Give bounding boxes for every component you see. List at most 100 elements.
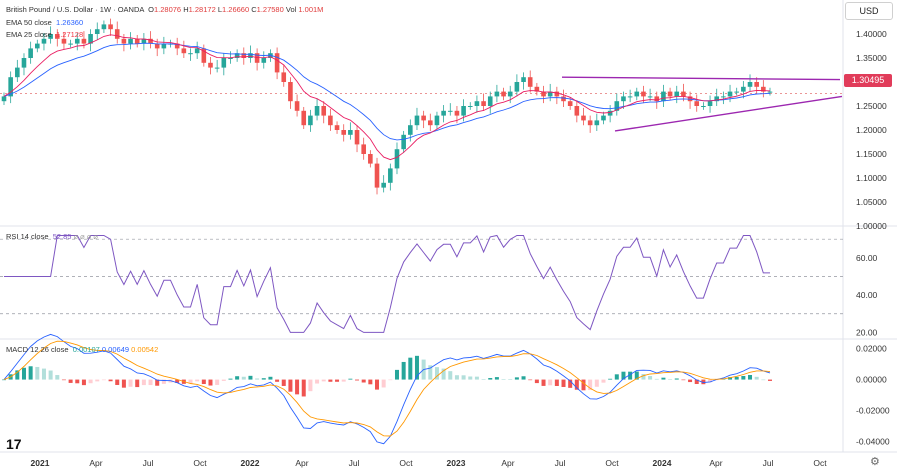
- macd-histogram-bar: [315, 379, 320, 384]
- macd-histogram-bar: [474, 376, 479, 380]
- macd-histogram-bar: [148, 379, 153, 386]
- time-tick-label: Oct: [813, 458, 827, 468]
- ema50-legend[interactable]: EMA 50 close 1.26360: [6, 18, 83, 27]
- macd-histogram-bar: [641, 374, 646, 380]
- candle-body: [741, 86, 746, 92]
- macd-histogram-bar: [248, 375, 253, 380]
- macd-tick-label: -0.04000: [856, 436, 890, 446]
- macd-histogram-bar: [634, 371, 639, 380]
- macd-legend[interactable]: MACD 12 26 close 0.00107 0.00649 0.00542: [6, 345, 158, 354]
- candle-body: [401, 134, 406, 150]
- candle-body: [141, 38, 147, 44]
- rsi-tick-label: 40.00: [856, 290, 878, 300]
- candle-body: [208, 62, 213, 68]
- macd-histogram-bar: [361, 379, 366, 383]
- candle-body: [21, 58, 27, 68]
- candle-body: [281, 72, 287, 82]
- candle-body: [1, 96, 7, 102]
- candle-body: [114, 29, 120, 39]
- candle-body: [74, 38, 80, 44]
- macd-histogram-bar: [68, 379, 73, 383]
- price-tick-label: 1.25000: [856, 101, 887, 111]
- macd-histogram-bar: [648, 376, 653, 380]
- macd-histogram-bar: [28, 366, 33, 380]
- time-tick-label: Apr: [501, 458, 514, 468]
- candle-body: [381, 182, 386, 188]
- macd-histogram-bar: [488, 378, 493, 380]
- rsi-legend[interactable]: RSI 14 close 52.85 ⌀ ⌀ ⌀ ⌀: [6, 232, 98, 241]
- candle-body: [614, 101, 620, 111]
- macd-histogram-bar: [215, 379, 220, 385]
- macd-histogram-bar: [508, 379, 513, 380]
- volume-value: 1.001M: [298, 5, 324, 14]
- macd-line: [3, 333, 771, 445]
- candle-body: [694, 101, 700, 106]
- candle-body: [368, 154, 373, 164]
- macd-histogram-bar: [741, 375, 746, 380]
- candle-body: [108, 24, 113, 30]
- candle-body: [41, 38, 47, 44]
- candle-body: [747, 82, 753, 87]
- macd-histogram-bar: [41, 368, 46, 380]
- ohlc-low: 1.26660: [222, 5, 250, 14]
- candle-body: [354, 130, 360, 145]
- candle-body: [134, 38, 140, 44]
- currency-button[interactable]: USD: [845, 2, 893, 20]
- candle-body: [328, 115, 333, 126]
- candle-body: [501, 91, 506, 97]
- macd-histogram-bar: [161, 379, 166, 384]
- macd-histogram-bar: [468, 376, 473, 380]
- macd-histogram-bar: [554, 379, 559, 386]
- candle-body: [494, 91, 500, 97]
- candle-body: [454, 110, 460, 116]
- macd-histogram-bar: [454, 375, 459, 380]
- candle-body: [601, 115, 606, 121]
- candle-body: [667, 91, 673, 97]
- macd-histogram-bar: [534, 379, 539, 384]
- macd-histogram-bar: [428, 365, 433, 380]
- macd-histogram-bar: [21, 367, 26, 380]
- time-tick-label: 2023: [447, 458, 466, 468]
- candle-body: [341, 130, 347, 135]
- macd-tick-label: 0.02000: [856, 344, 887, 354]
- ema50-label: EMA 50 close: [6, 18, 52, 27]
- candle-body: [547, 91, 553, 97]
- macd-histogram-bar: [481, 379, 486, 380]
- volume-label: Vol: [285, 5, 297, 14]
- macd-histogram-bar: [574, 379, 579, 390]
- gear-icon[interactable]: ⚙: [870, 456, 880, 468]
- macd-histogram-bar: [121, 379, 126, 388]
- macd-signal-line: [3, 340, 771, 437]
- macd-histogram-bar: [221, 379, 226, 381]
- ohlc-high: 1.28172: [188, 5, 216, 14]
- ema25-legend[interactable]: EMA 25 close 1.27128: [6, 30, 83, 39]
- candle-body: [314, 106, 320, 116]
- tradingview-logo[interactable]: 17: [6, 436, 22, 452]
- candle-body: [181, 48, 187, 54]
- macd-histogram-bar: [434, 367, 439, 380]
- macd-histogram-bar: [621, 371, 626, 380]
- time-tick-label: Apr: [295, 458, 308, 468]
- macd-histogram-bar: [108, 379, 113, 382]
- ema25-line: [3, 34, 771, 161]
- macd-histogram-bar: [701, 379, 706, 385]
- candle-body: [627, 96, 633, 98]
- candle-body: [654, 96, 660, 102]
- macd-histogram-bar: [115, 379, 120, 385]
- candle-body: [194, 48, 200, 54]
- price-tick-label: 1.00000: [856, 221, 887, 231]
- candle-body: [148, 38, 153, 44]
- macd-hist-value: 0.00107: [72, 345, 100, 354]
- macd-histogram-bar: [275, 379, 280, 382]
- candle-body: [94, 29, 100, 34]
- macd-label: MACD 12 26 close: [6, 345, 69, 354]
- candle-body: [647, 96, 653, 98]
- macd-histogram-bar: [241, 376, 246, 380]
- candle-body: [154, 43, 160, 49]
- macd-histogram-bar: [288, 379, 293, 392]
- candle-body: [621, 96, 626, 102]
- candle-body: [8, 77, 13, 97]
- candle-body: [761, 86, 766, 92]
- macd-line-value: 0.00649: [101, 345, 130, 354]
